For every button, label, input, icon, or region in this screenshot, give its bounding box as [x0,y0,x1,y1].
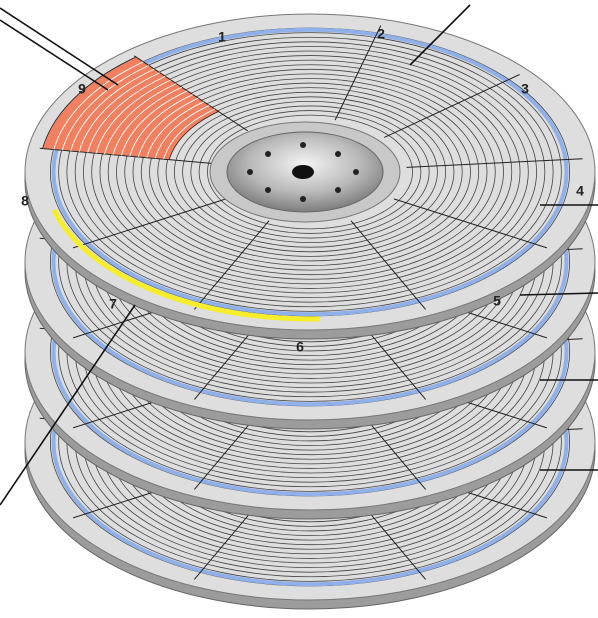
track [74,41,546,303]
track [206,114,413,230]
sector-label: 6 [296,339,304,355]
track [173,96,447,248]
labels: 1 2 3 4 5 6 7 8 9 [21,26,584,355]
sector-line [393,198,548,249]
sector-label: 1 [218,29,226,45]
sector-track [70,68,155,152]
track [157,87,463,257]
screw [353,169,359,175]
sector-track [87,75,166,153]
screw [335,187,341,193]
track [198,110,422,234]
screw [265,151,271,157]
track [124,68,496,276]
sector-line [350,220,427,310]
sector-track [129,94,193,157]
sector-track [95,79,171,154]
track [58,32,562,312]
screw [265,187,271,193]
sector-label: 3 [521,81,529,97]
platter [24,13,596,340]
sector-track [112,86,182,155]
track [190,105,430,239]
sector-label: 2 [377,26,385,42]
track [107,59,513,285]
sector-line [334,25,382,121]
spindle [292,165,314,179]
track [149,82,471,262]
pointer-line [409,4,471,66]
track [182,100,438,244]
sector-line [384,74,520,138]
sector-label: 8 [21,193,29,209]
sector-label: 4 [576,183,584,199]
track [140,78,480,266]
screw [300,196,306,202]
screw [300,142,306,148]
track [99,55,521,289]
sector-label: 9 [78,81,86,97]
sector-track [154,105,210,159]
platters [24,13,596,610]
sector-track [146,101,204,158]
highlight-arc [51,208,320,322]
track [83,45,537,299]
pointer-line [519,292,598,296]
track [116,64,504,280]
sector-track [53,61,144,150]
sector-label: 5 [493,293,501,309]
sector-line [193,220,270,310]
pointer-line [0,304,136,506]
track [165,91,455,253]
track [66,36,554,308]
sector-label: 7 [109,296,117,312]
sector-track [78,72,160,152]
sector-track [120,90,188,156]
screw [247,169,253,175]
pointer-line [0,7,119,86]
track [132,73,488,271]
sector-line [72,198,227,249]
sector-track [61,65,149,151]
screw [335,151,341,157]
sector-line [406,158,583,168]
track [91,50,529,294]
sector-track [104,83,177,155]
sector-track [163,108,215,160]
pointer-line [0,19,109,91]
sector-track [137,97,199,158]
highlight-track [51,27,569,317]
overlay [0,4,598,506]
